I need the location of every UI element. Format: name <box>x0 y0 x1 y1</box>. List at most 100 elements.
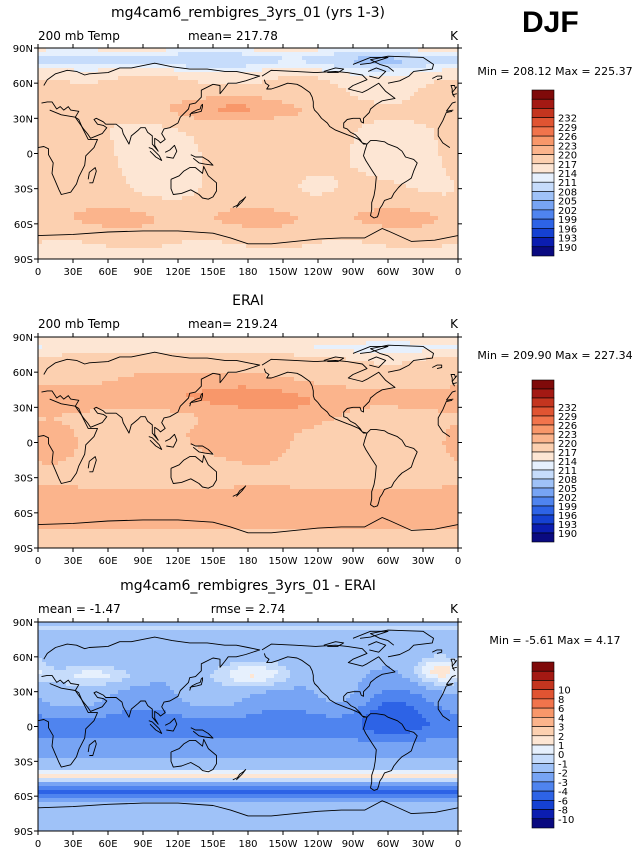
y-tick-label: 90S <box>14 827 33 838</box>
y-tick-label: 90N <box>13 333 33 344</box>
colorbar-label: 205 <box>558 197 577 208</box>
colorbar-label: 193 <box>558 520 577 531</box>
colorbar-swatch <box>531 505 555 516</box>
colorbar-swatch <box>531 460 555 471</box>
y-tick-label: 30N <box>13 403 33 414</box>
colorbar-label: 202 <box>558 206 577 217</box>
x-tick-label: 90W <box>342 556 365 567</box>
panel-left-label: 200 mb Temp <box>38 29 120 43</box>
y-tick-label: 60N <box>13 368 33 379</box>
colorbar-swatch <box>531 523 555 534</box>
colorbar-label: 214 <box>558 457 577 468</box>
y-tick-label: 30S <box>14 185 33 196</box>
x-tick-label: 120W <box>304 839 333 850</box>
x-tick-label: 120W <box>304 267 333 278</box>
x-tick-label: 30E <box>63 556 82 567</box>
colorbar-label: 211 <box>558 466 577 477</box>
colorbar-swatch <box>531 726 555 737</box>
colorbar-swatch <box>531 753 555 764</box>
colorbar-label: 196 <box>558 511 577 522</box>
colorbar-label: 3 <box>558 723 564 734</box>
colorbar-label: 1 <box>558 741 564 752</box>
y-tick-label: 0 <box>27 150 33 161</box>
colorbar-swatch <box>531 424 555 435</box>
colorbar-label: 6 <box>558 704 564 715</box>
colorbar-swatch <box>531 126 555 137</box>
y-tick-label: 90N <box>13 618 33 629</box>
x-tick-label: 60W <box>377 267 400 278</box>
colorbar: 1901931961992022052082112142172202232262… <box>531 89 577 257</box>
colorbar-label: 217 <box>558 160 577 171</box>
colorbar-swatch <box>531 191 555 201</box>
x-tick-label: 30E <box>63 839 82 850</box>
x-tick-label: 120E <box>165 267 190 278</box>
colorbar-swatch <box>531 200 555 211</box>
x-tick-label: 180 <box>238 556 257 567</box>
x-tick-label: 150E <box>200 556 225 567</box>
y-tick-label: 60N <box>13 653 33 664</box>
x-tick-label: 90W <box>342 267 365 278</box>
colorbar-swatch <box>531 818 555 829</box>
colorbar-swatch <box>531 809 555 820</box>
y-tick-label: 90S <box>14 255 33 266</box>
colorbar-swatch <box>531 135 555 146</box>
colorbar-label: 223 <box>558 430 577 441</box>
colorbar-label: 190 <box>558 529 577 540</box>
x-tick-label: 90E <box>133 267 152 278</box>
colorbar-swatch <box>531 496 555 507</box>
colorbar-swatch <box>531 218 555 229</box>
colorbar-label: 202 <box>558 493 577 504</box>
field-raster <box>38 48 458 259</box>
colorbar-swatch <box>531 670 555 681</box>
x-tick-label: 120W <box>304 556 333 567</box>
y-tick-label: 60N <box>13 79 33 90</box>
x-tick-label: 0 <box>455 839 461 850</box>
colorbar-label: 4 <box>558 713 564 724</box>
x-tick-label: 90W <box>342 839 365 850</box>
min-max-label: Min = 208.12 Max = 225.37 <box>477 65 632 78</box>
colorbar-label: 229 <box>558 412 577 423</box>
colorbar-label: 217 <box>558 448 577 459</box>
colorbar-swatch <box>531 680 555 690</box>
panel-title: mg4cam6_rembigres_3yrs_01 - ERAI <box>120 578 376 594</box>
colorbar-swatch <box>531 172 555 183</box>
x-tick-label: 60E <box>98 267 117 278</box>
x-tick-label: 0 <box>35 556 41 567</box>
min-max-label: Min = 209.90 Max = 227.34 <box>477 349 632 362</box>
colorbar-swatch <box>531 698 555 709</box>
colorbar-swatch <box>531 744 555 755</box>
map-panel-3: mg4cam6_rembigres_3yrs_01 - ERAI mean = -… <box>13 578 621 850</box>
colorbar-swatch <box>531 707 555 718</box>
colorbar-swatch <box>531 442 555 453</box>
colorbar-swatch <box>531 717 555 727</box>
colorbar-swatch <box>531 163 555 174</box>
x-tick-label: 0 <box>455 556 461 567</box>
y-tick-label: 60S <box>14 509 33 520</box>
colorbar-swatch <box>531 790 555 801</box>
colorbar: 1901931961992022052082112142172202232262… <box>531 379 577 543</box>
y-tick-label: 30S <box>14 757 33 768</box>
panel-units-label: K <box>450 29 459 43</box>
colorbar-swatch <box>531 89 555 100</box>
x-tick-label: 150W <box>269 839 298 850</box>
coastlines <box>38 55 458 245</box>
coastlines <box>38 344 458 534</box>
colorbar-label: -10 <box>558 815 574 826</box>
coastlines <box>38 629 458 817</box>
min-max-label: Min = -5.61 Max = 4.17 <box>489 634 620 647</box>
x-tick-label: 30W <box>412 839 435 850</box>
season-label: DJF <box>522 6 579 39</box>
colorbar-label: 199 <box>558 502 577 513</box>
panel-left-label: mean = -1.47 <box>38 602 121 616</box>
colorbar-label: 190 <box>558 243 577 254</box>
x-tick-label: 150W <box>269 556 298 567</box>
colorbar-swatch <box>531 379 555 390</box>
colorbar-label: 199 <box>558 215 577 226</box>
x-tick-label: 120E <box>165 839 190 850</box>
colorbar-swatch <box>531 451 555 462</box>
x-tick-label: 60W <box>377 556 400 567</box>
colorbar-swatch <box>531 117 555 128</box>
panel-title: ERAI <box>232 293 264 309</box>
colorbar-label: 8 <box>558 695 564 706</box>
